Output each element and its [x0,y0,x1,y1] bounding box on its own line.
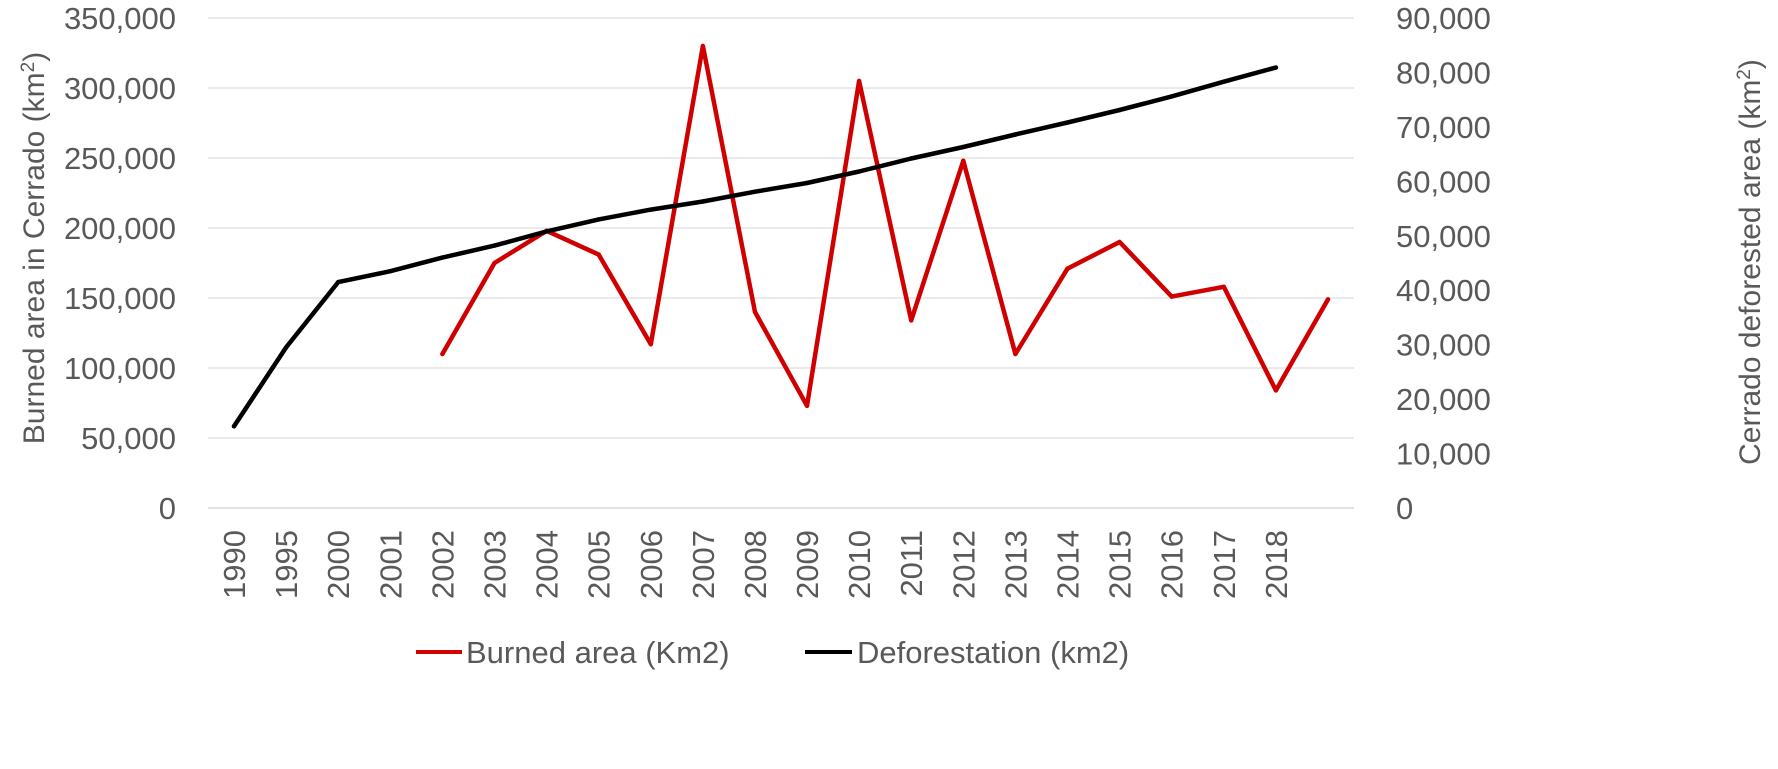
left-tick-label: 350,000 [64,1,176,36]
x-tick-label: 2003 [478,530,513,599]
left-tick-label: 150,000 [64,281,176,316]
gridlines [208,17,1354,509]
x-tick-label: 2001 [373,530,408,599]
data-point-deforestation-km2 [1065,120,1070,125]
right-tick-label: 40,000 [1396,273,1491,308]
right-tick-label: 50,000 [1396,219,1491,254]
data-point-burned-area-km2 [596,252,601,257]
x-tick-label: 2009 [790,530,825,599]
data-point-burned-area-km2 [1273,388,1279,393]
x-tick-label: 2010 [842,530,877,599]
data-point-deforestation-km2 [1169,94,1174,99]
x-tick-label: 2004 [530,530,565,599]
data-point-deforestation-km2 [283,345,289,350]
x-tick-label: 2013 [998,530,1033,599]
data-point-deforestation-km2 [336,279,341,285]
right-tick-label: 0 [1396,491,1413,526]
legend: Burned area (Km2) Deforestation (km2) [416,635,1129,670]
right-tick-label: 30,000 [1396,328,1491,363]
x-tick-label: 2005 [582,530,617,599]
data-point-burned-area-km2 [752,309,758,315]
data-point-burned-area-km2 [492,260,497,266]
data-point-burned-area-km2 [648,342,653,347]
x-tick-label: 2006 [634,530,669,599]
data-point-deforestation-km2 [492,243,497,248]
data-point-burned-area-km2 [1013,351,1018,357]
data-point-deforestation-km2 [1117,107,1122,113]
data-point-burned-area-km2 [909,318,914,323]
data-point-deforestation-km2 [804,180,810,186]
left-tick-label: 100,000 [64,351,176,386]
data-point-deforestation-km2 [1273,65,1279,70]
x-tick-label: 2014 [1051,530,1086,599]
data-point-deforestation-km2 [596,217,601,222]
left-axis-title: Burned area in Cerrado (km2) [18,52,51,444]
x-tick-label: 2000 [321,530,356,599]
x-tick-label: 2017 [1207,530,1242,599]
left-tick-label: 300,000 [64,71,176,106]
data-point-burned-area-km2 [1221,284,1226,289]
data-point-deforestation-km2 [700,199,706,204]
data-point-deforestation-km2 [1013,132,1018,137]
right-tick-label: 10,000 [1396,437,1491,472]
data-point-deforestation-km2 [856,169,862,174]
right-axis-title: Cerrado deforested area (km2) [1734,59,1767,465]
data-point-deforestation-km2 [909,156,914,161]
series-line-deforestation-km2 [231,65,1279,429]
left-tick-label: 50,000 [81,421,176,456]
data-point-burned-area-km2 [1169,294,1174,299]
data-point-deforestation-km2 [752,189,758,194]
data-point-deforestation-km2 [961,144,966,150]
right-tick-label: 80,000 [1396,55,1491,90]
data-point-deforestation-km2 [648,207,653,212]
x-tick-label: 1995 [269,530,304,599]
x-tick-label: 2011 [894,530,929,597]
right-tick-label: 70,000 [1396,110,1491,145]
right-tick-label: 90,000 [1396,1,1491,36]
x-axis-ticks: 1990 1995 2000 2001 2002 2003 2004 2005 2006 2007… [217,530,1294,599]
x-tick-label: 2018 [1259,530,1294,599]
data-point-deforestation-km2 [440,255,445,260]
x-tick-label: 2002 [425,530,460,599]
right-tick-label: 60,000 [1396,164,1491,199]
data-point-burned-area-km2 [856,78,862,84]
data-point-burned-area-km2 [961,158,966,163]
right-axis-ticks: 0 10,000 20,000 30,000 40,000 50,000 60,000 70,… [1396,1,1491,526]
right-tick-label: 20,000 [1396,382,1491,417]
x-tick-label: 2012 [946,530,981,599]
series-line-burned-area-km2 [440,43,1331,409]
left-tick-label: 200,000 [64,211,176,246]
left-tick-label: 0 [159,491,176,526]
data-point-burned-area-km2 [1325,297,1331,302]
data-point-deforestation-km2 [1221,79,1226,84]
data-point-deforestation-km2 [544,229,549,234]
legend-label-burned-area: Burned area (Km2) [466,635,730,670]
left-tick-label: 250,000 [64,141,176,176]
left-axis-ticks: 0 50,000 100,000 150,000 200,000 250,000 300,0… [64,1,176,526]
x-tick-label: 2015 [1103,530,1138,599]
data-point-burned-area-km2 [440,351,445,357]
data-point-burned-area-km2 [1117,239,1122,245]
data-point-burned-area-km2 [1065,266,1070,271]
data-point-burned-area-km2 [700,43,706,49]
data-point-deforestation-km2 [388,268,393,274]
x-tick-label: 2007 [686,530,721,599]
series-lines [231,43,1331,429]
legend-label-deforestation: Deforestation (km2) [857,635,1129,670]
data-point-burned-area-km2 [804,403,810,408]
x-tick-label: 1990 [217,530,252,599]
data-point-deforestation-km2 [231,424,237,429]
x-tick-label: 2016 [1155,530,1190,599]
x-tick-label: 2008 [738,530,773,599]
